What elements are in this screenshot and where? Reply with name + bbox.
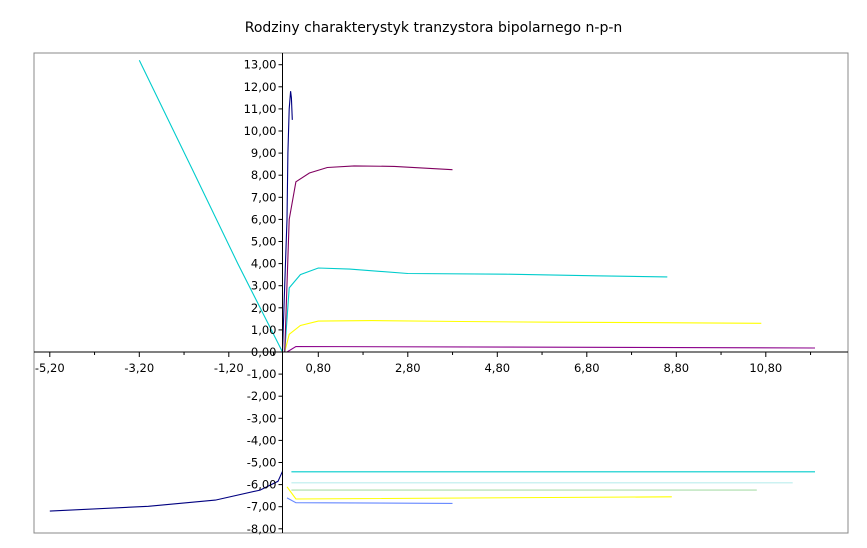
series-group (49, 60, 816, 512)
y-tick-label: -8,00 (247, 522, 277, 536)
x-tick-label: -1,20 (214, 361, 244, 375)
y-tick-label: 0,00 (251, 345, 277, 359)
tick-labels: -5,20 -3,20 -1,20 0,80 2,80 4,80 6,80 8,80 10,80… (35, 58, 782, 536)
y-tick-label: 8,00 (251, 168, 277, 182)
x-tick-label: 6,80 (574, 361, 600, 375)
plot-border (33, 52, 849, 534)
y-tick-label: -6,00 (247, 478, 277, 492)
x-tick-label: 10,80 (749, 361, 782, 375)
axes (34, 53, 848, 533)
series-line-4 (284, 165, 453, 353)
y-tick-label: -4,00 (247, 433, 277, 447)
y-tick-label: 10,00 (244, 124, 277, 138)
y-tick-label: -2,00 (247, 389, 277, 403)
series-line-3 (284, 267, 668, 353)
y-tick-label: 2,00 (251, 301, 277, 315)
y-tick-label: -3,00 (247, 411, 277, 425)
series-line-11 (286, 497, 453, 504)
y-tick-label: -7,00 (247, 500, 277, 514)
y-tick-label: 3,00 (251, 279, 277, 293)
x-tick-label: -5,20 (35, 361, 65, 375)
x-tick-label: 8,80 (663, 361, 689, 375)
y-tick-label: 9,00 (251, 146, 277, 160)
plot-frame (33, 52, 849, 534)
series-line-5 (138, 60, 283, 353)
x-tick-label: 4,80 (484, 361, 510, 375)
series-line-12 (49, 471, 284, 512)
y-tick-label: -5,00 (247, 456, 277, 470)
series-line-6 (281, 91, 293, 353)
y-tick-label: 1,00 (251, 323, 277, 337)
series-line-1 (286, 345, 816, 353)
y-tick-label: 12,00 (244, 80, 277, 94)
x-tick-label: 2,80 (395, 361, 421, 375)
y-tick-label: 7,00 (251, 190, 277, 204)
y-tick-label: 4,00 (251, 257, 277, 271)
y-tick-label: 5,00 (251, 235, 277, 249)
y-tick-label: 13,00 (244, 58, 277, 72)
series-line-10 (286, 486, 672, 500)
series-line-2 (284, 320, 762, 353)
chart-title: Rodziny charakterystyk tranzystora bipol… (244, 20, 623, 36)
x-tick-label: -3,20 (124, 361, 154, 375)
x-tick-label: 0,80 (305, 361, 331, 375)
y-tick-label: 6,00 (251, 212, 277, 226)
y-tick-label: -1,00 (247, 367, 277, 381)
y-tick-label: 11,00 (244, 102, 277, 116)
